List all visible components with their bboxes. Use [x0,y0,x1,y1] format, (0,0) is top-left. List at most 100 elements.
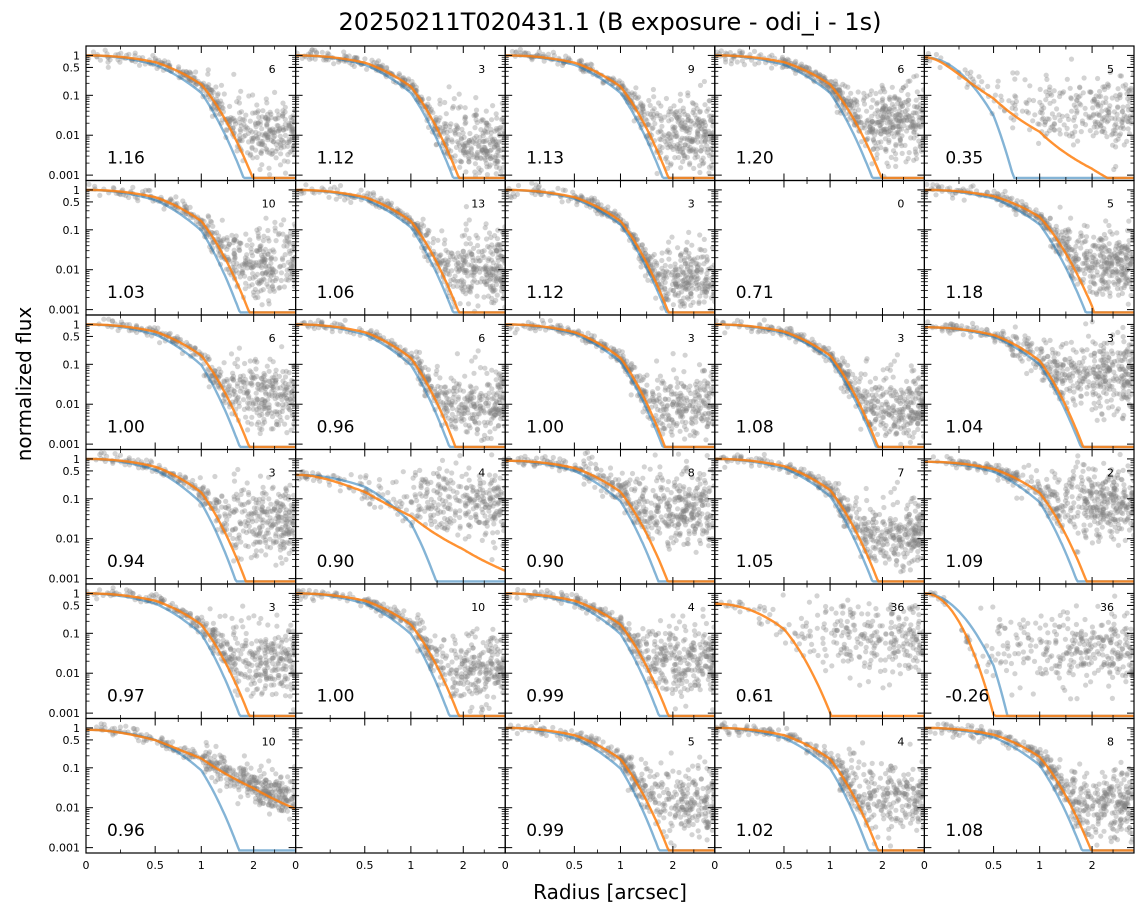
data-point [893,156,899,162]
data-point [465,301,472,307]
data-point [878,131,884,137]
data-point [647,102,653,108]
data-point [968,69,974,75]
data-point [1039,102,1045,109]
data-point [445,259,451,265]
data-point [268,115,274,121]
data-point [290,126,296,132]
data-point [886,128,892,135]
data-point [779,64,785,71]
data-point [181,201,188,207]
data-point [873,128,879,134]
data-point [682,155,688,161]
data-point [244,125,251,131]
data-point [462,150,468,156]
data-point [441,241,447,247]
data-point [880,96,886,102]
data-point [463,267,469,273]
data-point [489,137,496,143]
data-point [672,292,678,298]
data-point [282,238,288,244]
data-point [209,87,215,93]
data-point [912,124,919,130]
data-point [1027,127,1033,133]
data-point [1120,104,1126,110]
data-point [1075,94,1081,100]
data-point [889,101,896,107]
data-point [694,269,700,275]
data-point [1119,119,1125,125]
data-point [708,151,715,157]
data-point [878,144,884,151]
data-point [130,184,136,190]
data-point [1096,112,1102,118]
data-point [663,154,670,160]
data-point [803,65,810,71]
data-point [280,127,287,133]
data-point [259,259,265,265]
data-point [236,345,242,351]
data-point [510,191,516,197]
data-point [1043,97,1049,103]
data-point [221,91,227,97]
data-point [1090,112,1096,118]
data-point [1112,127,1118,133]
data-point [970,183,976,189]
data-point [708,139,714,145]
data-point [1120,83,1126,89]
data-point [498,124,504,130]
data-point [896,112,903,118]
data-point [250,264,257,270]
data-point [1099,129,1105,135]
data-point [253,124,259,130]
data-point [1066,133,1073,139]
data-point [472,169,478,175]
data-point [456,131,462,137]
data-point [845,84,851,90]
data-point [649,126,655,132]
data-point [1099,108,1105,114]
data-point [253,147,259,153]
data-point [475,143,482,150]
data-point [1071,114,1078,120]
data-point [886,119,893,125]
data-point [479,252,486,258]
data-point [97,57,103,63]
data-point [691,274,698,280]
data-point [501,254,506,260]
data-point [1091,96,1097,102]
data-point [243,112,249,118]
data-point [1114,96,1120,102]
data-point [483,160,489,166]
data-point [441,121,448,127]
data-point [1119,120,1125,126]
data-point [1097,88,1103,95]
data-point [1116,278,1122,284]
data-point [472,125,478,131]
data-point [667,106,674,112]
data-point [290,231,296,237]
data-point [1088,268,1094,274]
data-point [501,124,506,130]
data-point [868,88,875,94]
data-point [1099,116,1105,122]
data-point [268,137,275,143]
data-point [910,123,916,130]
data-point [1048,124,1054,131]
data-point [292,107,296,113]
data-point [909,119,915,125]
data-point [454,126,460,132]
data-point [851,96,858,102]
data-point [244,252,250,258]
data-point [268,273,274,279]
data-point [664,141,670,147]
data-point [905,78,911,84]
data-point [501,130,506,136]
data-point [687,126,693,133]
data-point [698,121,705,127]
data-point [874,119,880,125]
data-point [1083,234,1090,240]
data-point [1104,113,1110,119]
data-point [282,116,288,123]
data-point [873,143,879,149]
